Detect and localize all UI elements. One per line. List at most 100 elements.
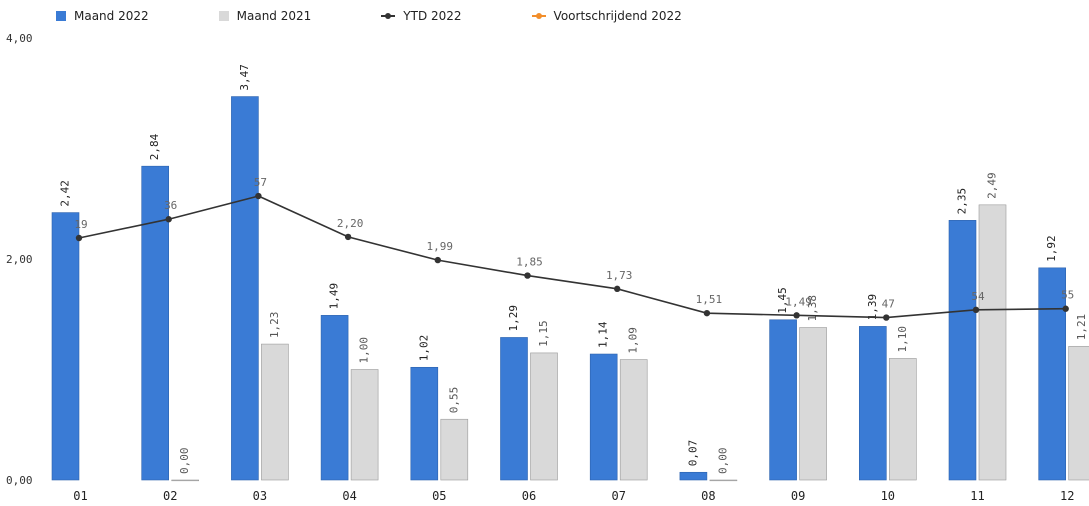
y-tick-label: 4,00 — [6, 32, 33, 45]
legend-item-maand-2021[interactable]: Maand 2021 — [218, 9, 312, 23]
bar-maand-2022[interactable] — [231, 96, 259, 481]
ytd-2022-point[interactable] — [793, 312, 800, 319]
legend-marker-ytd-2022 — [381, 13, 396, 19]
x-tick-label: 10 — [881, 489, 895, 503]
data-label-ytd-2022: 54 — [971, 290, 985, 303]
x-tick-label: 12 — [1060, 489, 1074, 503]
data-label-maand-2022: 3,47 — [238, 64, 251, 91]
data-label-maand-2022: 1,02 — [417, 335, 430, 362]
bar-maand-2021[interactable] — [261, 343, 289, 481]
bar-maand-2022[interactable] — [948, 220, 977, 481]
data-label-maand-2022: 1,45 — [776, 287, 789, 314]
x-tick-label: 09 — [791, 489, 805, 503]
ytd-2022-point[interactable] — [614, 285, 621, 293]
x-tick-label: 05 — [432, 489, 446, 503]
x-tick-label: 06 — [522, 489, 536, 503]
bar-maand-2021[interactable] — [888, 358, 917, 481]
bar-maand-2022[interactable] — [679, 471, 708, 481]
bar-maand-2021[interactable] — [440, 418, 469, 481]
x-axis: 01 02 03 04 05 06 07 08 09 10 11 12 — [73, 489, 1074, 503]
data-label-ytd-2022: 57 — [254, 176, 267, 189]
legend-label-maand-2022: Maand 2022 — [74, 9, 149, 23]
series-ytd-2022: 19 36 57 2,20 1,99 1,85 1,73 1,51 1,49 47 54 55 — [74, 176, 1074, 321]
bar-maand-2022[interactable] — [858, 326, 887, 481]
data-label-ytd-2022: 55 — [1061, 289, 1074, 302]
data-label-maand-2021: 0,00 — [716, 448, 729, 475]
chart-legend: Maand 2022 Maand 2021 YTD 2022 Voortschr… — [56, 6, 752, 26]
data-label-maand-2021: 1,09 — [627, 327, 640, 354]
bar-maand-2021[interactable] — [709, 479, 738, 482]
y-axis: 0,00 2,00 4,00 — [6, 32, 33, 487]
ytd-2022-line — [78, 195, 1066, 319]
data-label-ytd-2022: 19 — [74, 218, 87, 231]
data-label-ytd-2022: 1,85 — [516, 256, 543, 269]
data-label-ytd-2022: 1,49 — [785, 295, 812, 308]
ytd-2022-point[interactable] — [255, 192, 262, 200]
data-label-ytd-2022: 1,99 — [427, 240, 454, 253]
series-maand-2021: 0,001,231,000,551,15 1,090,001,381,102,49… — [171, 172, 1089, 482]
bar-maand-2021[interactable] — [978, 204, 1007, 481]
x-tick-label: 01 — [73, 489, 87, 503]
ytd-2022-point[interactable] — [434, 256, 441, 264]
legend-label-voortschrijdend-2022: Voortschrijdend 2022 — [553, 9, 682, 23]
bar-maand-2022[interactable] — [410, 366, 439, 481]
bar-maand-2022[interactable] — [320, 315, 349, 481]
bar-maand-2021[interactable] — [799, 327, 827, 481]
data-label-ytd-2022: 2,20 — [337, 217, 364, 230]
legend-marker-voortschrijdend-2022 — [531, 13, 546, 19]
legend-label-maand-2021: Maand 2021 — [236, 9, 312, 23]
data-label-maand-2021: 1,15 — [537, 320, 550, 347]
bar-maand-2022[interactable] — [1038, 267, 1066, 481]
bar-maand-2022[interactable] — [500, 337, 528, 481]
bar-maand-2021[interactable] — [350, 369, 379, 481]
ytd-2022-point[interactable] — [75, 234, 83, 242]
data-label-maand-2021: 1,00 — [358, 337, 371, 364]
ytd-2022-point[interactable] — [1062, 305, 1069, 312]
bar-maand-2022[interactable] — [769, 319, 797, 481]
legend-label-ytd-2022: YTD 2022 — [403, 9, 462, 23]
data-label-maand-2021: 0,00 — [178, 448, 191, 475]
ytd-2022-point[interactable] — [165, 216, 172, 223]
bar-maand-2022[interactable] — [589, 353, 618, 481]
data-label-maand-2021: 1,23 — [268, 312, 281, 339]
data-label-maand-2021: 2,49 — [986, 172, 999, 199]
data-label-ytd-2022: 1,73 — [606, 269, 633, 282]
data-label-ytd-2022: 36 — [164, 199, 177, 212]
bar-maand-2021[interactable] — [171, 479, 199, 482]
data-label-maand-2022: 2,35 — [956, 188, 969, 215]
bar-maand-2021[interactable] — [1068, 345, 1089, 481]
legend-item-ytd-2022[interactable]: YTD 2022 — [381, 9, 462, 23]
data-label-maand-2022: 1,29 — [507, 305, 520, 332]
ytd-2022-point[interactable] — [703, 309, 711, 317]
bar-maand-2022[interactable] — [141, 165, 169, 481]
data-label-maand-2022: 1,49 — [328, 283, 341, 310]
data-label-maand-2022: 1,14 — [597, 321, 610, 348]
data-label-maand-2022: 0,07 — [686, 440, 699, 467]
ytd-2022-point[interactable] — [344, 233, 352, 241]
ytd-2022-point[interactable] — [883, 314, 890, 321]
legend-swatch-maand-2022 — [56, 11, 66, 21]
x-tick-label: 02 — [163, 489, 177, 503]
ytd-2022-point[interactable] — [524, 272, 531, 279]
data-label-maand-2022: 1,39 — [866, 294, 879, 321]
bar-maand-2021[interactable] — [619, 359, 648, 481]
data-label-maand-2021: 1,10 — [896, 326, 909, 353]
bar-maand-2021[interactable] — [530, 352, 558, 481]
data-label-maand-2022: 2,84 — [148, 133, 161, 160]
y-tick-label: 0,00 — [6, 474, 33, 487]
data-label-maand-2021: 0,55 — [447, 387, 460, 414]
y-tick-label: 2,00 — [6, 253, 33, 266]
legend-item-maand-2022[interactable]: Maand 2022 — [56, 9, 149, 23]
x-tick-label: 04 — [342, 489, 356, 503]
x-tick-label: 07 — [611, 489, 625, 503]
x-tick-label: 08 — [701, 489, 715, 503]
series-maand-2022: 2,42 2,84 3,47 1,49 1,02 1,29 1,14 0,07 1,45 1,39… — [51, 64, 1066, 481]
data-label-ytd-2022: 47 — [882, 298, 895, 311]
ytd-2022-point[interactable] — [972, 306, 980, 314]
data-label-maand-2022: 1,92 — [1045, 235, 1058, 262]
legend-item-voortschrijdend-2022[interactable]: Voortschrijdend 2022 — [531, 9, 682, 23]
legend-swatch-maand-2021 — [218, 11, 229, 21]
bar-maand-2022[interactable] — [51, 212, 80, 481]
x-tick-label: 11 — [970, 489, 984, 503]
